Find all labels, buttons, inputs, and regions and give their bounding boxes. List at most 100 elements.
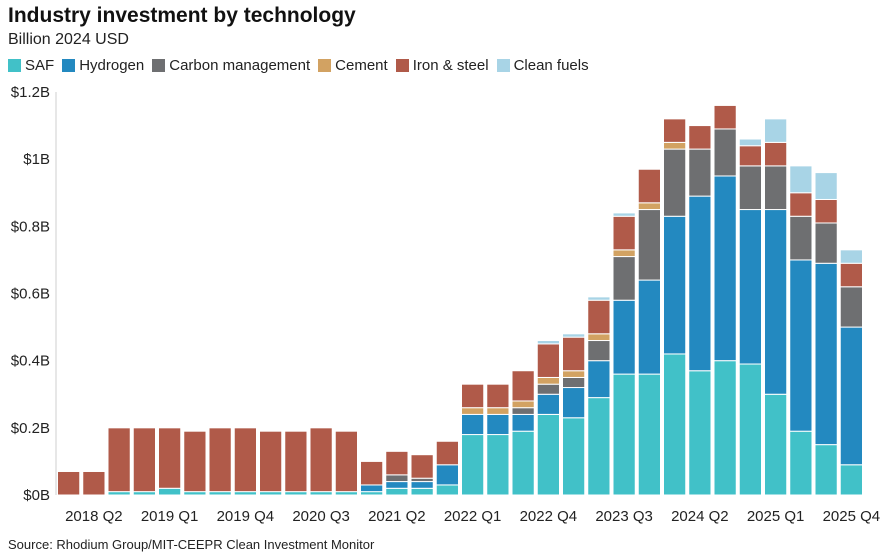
bar-segment-cement bbox=[637, 202, 661, 211]
bar-segment-iron-steel bbox=[107, 427, 131, 493]
legend-label-cement: Cement bbox=[335, 57, 388, 74]
bar-segment-hydrogen bbox=[839, 326, 863, 466]
legend-item-hydrogen[interactable]: Hydrogen bbox=[62, 57, 144, 74]
bar-segment-iron-steel bbox=[486, 383, 510, 409]
bar-segment-carbon-management bbox=[839, 286, 863, 328]
x-tick-label: 2020 Q3 bbox=[292, 508, 350, 525]
legend-label-iron-steel: Iron & steel bbox=[412, 57, 489, 74]
bar-segment-saf bbox=[309, 491, 333, 496]
bar-segment-iron-steel bbox=[612, 215, 636, 251]
bar-segment-iron-steel bbox=[284, 430, 308, 493]
bar-segment-saf bbox=[107, 491, 131, 496]
bar-segment-hydrogen bbox=[587, 360, 611, 399]
bar-segment-saf bbox=[713, 360, 737, 496]
legend-swatch-clean-fuels bbox=[496, 59, 510, 72]
bar-segment-cement bbox=[511, 400, 535, 409]
bar-segment-hydrogen bbox=[435, 464, 459, 486]
x-tick-label: 2019 Q1 bbox=[141, 508, 199, 525]
bar-segment-iron-steel bbox=[461, 383, 485, 409]
bar-segment-cement bbox=[461, 407, 485, 415]
bar-segment-carbon-management bbox=[713, 128, 737, 177]
legend-label-carbon-management: Carbon management bbox=[169, 57, 311, 74]
x-tick-label: 2022 Q4 bbox=[520, 508, 578, 525]
bar-segment-carbon-management bbox=[738, 165, 762, 211]
bar-segment-clean-fuels bbox=[839, 249, 863, 264]
bar-segment-iron-steel bbox=[158, 427, 182, 489]
bar-segment-carbon-management bbox=[688, 148, 712, 197]
source-note: Source: Rhodium Group/MIT-CEEPR Clean In… bbox=[8, 537, 375, 552]
bar-segment-iron-steel bbox=[309, 427, 333, 493]
bar-segment-carbon-management bbox=[536, 383, 560, 395]
y-tick-label: $0.8B bbox=[11, 218, 50, 235]
legend-item-clean-fuels[interactable]: Clean fuels bbox=[496, 57, 589, 74]
bar-segment-saf bbox=[385, 487, 409, 496]
bar-segment-hydrogen bbox=[410, 481, 434, 489]
bar-segment-saf bbox=[132, 491, 156, 496]
bar-segment-iron-steel bbox=[789, 192, 813, 217]
bar-segment-iron-steel bbox=[259, 430, 283, 493]
y-tick-label: $1B bbox=[23, 151, 50, 168]
legend-swatch-hydrogen bbox=[62, 59, 76, 72]
bar-segment-iron-steel bbox=[435, 440, 459, 466]
bar-segment-cement bbox=[562, 370, 586, 378]
bar-segment-saf bbox=[208, 491, 232, 496]
bar-segment-saf bbox=[839, 464, 863, 496]
bar-segment-carbon-management bbox=[663, 148, 687, 217]
legend-swatch-carbon-management bbox=[152, 59, 166, 72]
bar-segment-saf bbox=[233, 491, 257, 496]
bar-segment-hydrogen bbox=[536, 393, 560, 415]
y-tick-label: $1.2B bbox=[11, 84, 50, 101]
y-tick-label: $0B bbox=[23, 487, 50, 504]
bar-segment-saf bbox=[789, 430, 813, 496]
bar-segment-saf bbox=[461, 434, 485, 496]
x-tick-label: 2022 Q1 bbox=[444, 508, 502, 525]
legend-item-cement[interactable]: Cement bbox=[318, 57, 388, 74]
bar-segment-iron-steel bbox=[511, 370, 535, 402]
bar-segment-clean-fuels bbox=[764, 118, 788, 143]
legend-swatch-cement bbox=[318, 59, 332, 72]
chart-subtitle: Billion 2024 USD bbox=[8, 31, 129, 48]
legend-item-iron-steel[interactable]: Iron & steel bbox=[395, 57, 489, 74]
bar-segment-hydrogen bbox=[713, 175, 737, 362]
bar-segment-iron-steel bbox=[764, 141, 788, 167]
bar-segment-saf bbox=[587, 397, 611, 496]
bar-segment-iron-steel bbox=[410, 454, 434, 479]
legend: SAF Hydrogen Carbon management Cement Ir… bbox=[8, 57, 597, 74]
legend-item-carbon-management[interactable]: Carbon management bbox=[152, 57, 310, 74]
legend-label-saf: SAF bbox=[25, 57, 55, 74]
y-tick-label: $0.2B bbox=[11, 420, 50, 437]
bar-segment-clean-fuels bbox=[738, 138, 762, 147]
y-tick-label: $0.6B bbox=[11, 286, 50, 303]
bar-segment-iron-steel bbox=[132, 427, 156, 493]
x-tick-label: 2019 Q4 bbox=[217, 508, 275, 525]
bar-segment-hydrogen bbox=[360, 484, 384, 493]
bar-segment-cement bbox=[663, 141, 687, 150]
bar-segment-iron-steel bbox=[663, 118, 687, 143]
bar-segment-saf bbox=[764, 393, 788, 496]
legend-label-hydrogen: Hydrogen bbox=[79, 57, 145, 74]
bar-segment-hydrogen bbox=[814, 262, 838, 446]
bar-segment-saf bbox=[284, 491, 308, 496]
bar-segment-carbon-management bbox=[562, 376, 586, 389]
bar-segment-saf bbox=[562, 417, 586, 496]
legend-item-saf[interactable]: SAF bbox=[8, 57, 54, 74]
bar-segment-hydrogen bbox=[562, 387, 586, 419]
legend-label-clean-fuels: Clean fuels bbox=[513, 57, 589, 74]
x-tick-label: 2018 Q2 bbox=[65, 508, 123, 525]
bar-segment-carbon-management bbox=[637, 209, 661, 281]
bar-segment-iron-steel bbox=[738, 145, 762, 167]
x-tick-label: 2023 Q3 bbox=[595, 508, 653, 525]
bar-segment-iron-steel bbox=[334, 430, 358, 493]
bar-segment-iron-steel bbox=[385, 450, 409, 476]
bar-segment-saf bbox=[410, 487, 434, 496]
bar-segment-hydrogen bbox=[637, 279, 661, 375]
bar-segment-hydrogen bbox=[663, 215, 687, 355]
chart-title: Industry investment by technology bbox=[8, 4, 356, 27]
bar-segment-hydrogen bbox=[764, 209, 788, 395]
bar-segment-cement bbox=[587, 333, 611, 342]
bar-segment-iron-steel bbox=[562, 336, 586, 372]
bar-segment-clean-fuels bbox=[562, 333, 586, 338]
legend-swatch-iron-steel bbox=[395, 59, 409, 72]
bar-segment-carbon-management bbox=[410, 477, 434, 483]
bar-segment-iron-steel bbox=[839, 262, 863, 288]
